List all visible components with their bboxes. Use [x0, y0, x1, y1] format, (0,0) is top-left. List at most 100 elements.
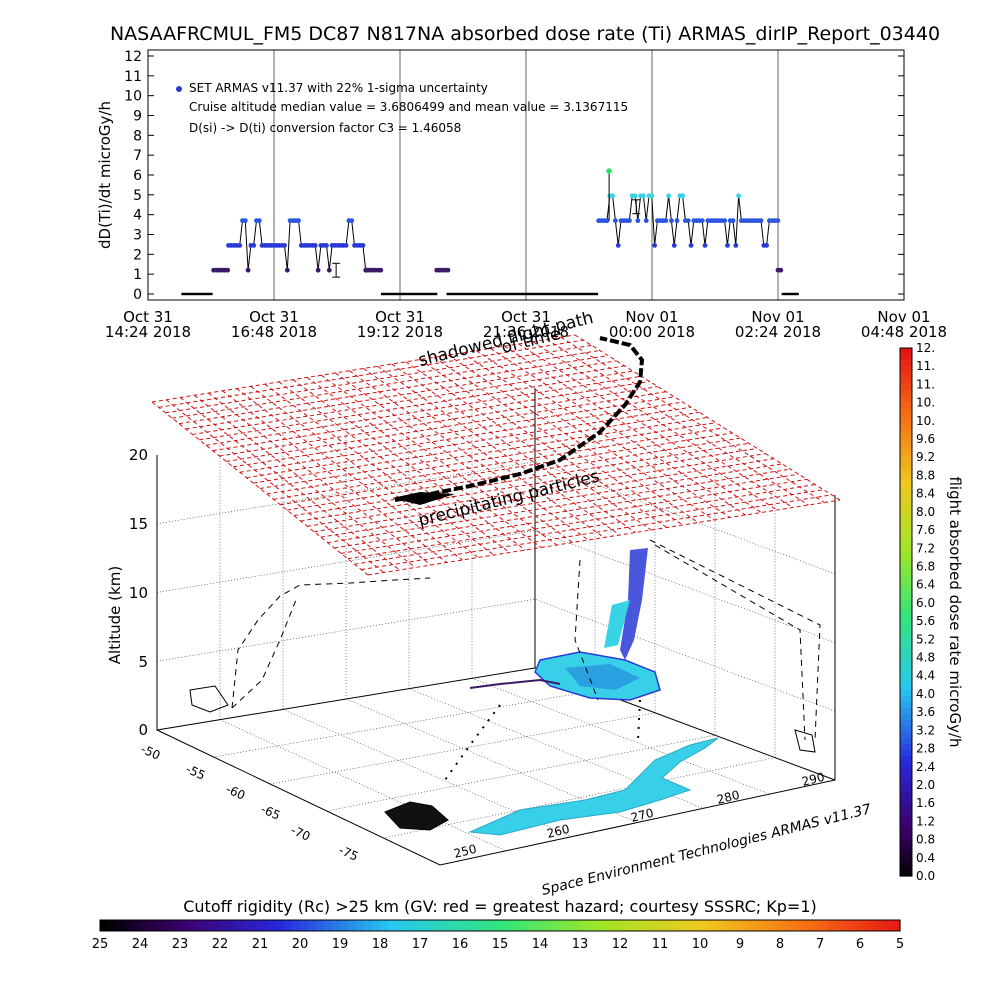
dose-data-point — [245, 267, 251, 273]
rigidity-colorbar-swatch — [316, 920, 325, 931]
dose-colorbar-swatch — [900, 498, 912, 505]
rigidity-colorbar-swatch — [292, 920, 301, 931]
rigidity-colorbar-swatch — [684, 920, 693, 931]
dose-colorbar-frame — [899, 347, 913, 877]
altitude-gridline — [156, 598, 836, 712]
alt-tick-15: 15 — [129, 515, 148, 533]
small-cluster-left — [189, 685, 229, 713]
dose-colorbar-swatch — [900, 378, 912, 385]
dose-colorbar-swatch — [900, 732, 912, 739]
legend-line-2: Cruise altitude median value = 3.6806499… — [189, 100, 628, 114]
dose-data-point — [349, 218, 355, 224]
dose-x-tick-time: 00:00 2018 — [609, 323, 695, 341]
dose-colorbar-swatch — [900, 648, 912, 655]
plane-gridline — [476, 350, 731, 518]
dose-data-point — [195, 292, 199, 296]
rigidity-colorbar-swatch — [132, 920, 141, 931]
dose-colorbar-swatch — [900, 546, 912, 553]
dose-data-point — [787, 292, 791, 296]
dose-colorbar-swatch — [900, 420, 912, 427]
lon-tick-280: 280 — [715, 788, 741, 807]
dose-data-point — [583, 292, 587, 296]
dose-colorbar-swatch — [900, 852, 912, 859]
dose-data-point — [513, 292, 517, 296]
dose-colorbar-ticks: 0.0 0.4 0.8 1.2 1.6 2.0 2.4 2.8 3.2 3.6 4.0 4.4 4.8 5… — [916, 341, 935, 883]
dose-colorbar-swatch — [900, 396, 912, 403]
rigidity-colorbar-swatch — [636, 920, 645, 931]
dose-colorbar-swatch — [900, 684, 912, 691]
dose-y-tick-label: 4 — [133, 208, 142, 224]
dose-data-point — [643, 218, 649, 224]
dose-colorbar-swatch — [900, 840, 912, 847]
dose-colorbar-swatch — [900, 762, 912, 769]
dose-colorbar-swatch — [900, 786, 912, 793]
dose-data-point — [722, 218, 728, 224]
rigidity-colorbar-tick: 9 — [736, 937, 744, 952]
dose-data-point — [604, 218, 610, 224]
dose-x-tick-time: 02:24 2018 — [735, 323, 821, 341]
dose-colorbar-swatch — [900, 858, 912, 865]
dose-colorbar-tick: 0.0 — [916, 869, 935, 883]
dose-data-point — [685, 218, 691, 224]
floor-gridline — [219, 719, 506, 852]
dose-colorbar-swatch — [900, 492, 912, 499]
dose-colorbar-tick: 4.0 — [916, 687, 935, 701]
dose-data-point — [790, 292, 794, 296]
altitude-axis-label: Altitude (km) — [106, 566, 124, 664]
dose-colorbar-swatch — [900, 510, 912, 517]
dose-legend: SET ARMAS v11.37 with 22% 1-sigma uncert… — [176, 81, 628, 135]
dose-data-point — [674, 218, 680, 224]
plane-gridline — [490, 347, 746, 516]
rigidity-colorbar-swatch — [748, 920, 757, 931]
rigidity-colorbar-swatch — [764, 920, 773, 931]
dose-colorbar-swatch — [900, 432, 912, 439]
dose-data-point — [578, 292, 582, 296]
rigidity-colorbar-swatch — [500, 920, 509, 931]
rigidity-colorbar-tick: 23 — [172, 937, 189, 952]
rigidity-colorbar-swatch — [756, 920, 765, 931]
dose-data-point — [326, 267, 332, 273]
small-cluster-right — [794, 729, 816, 753]
dose-x-tick-date: Oct 31 — [123, 308, 173, 326]
rigidity-colorbar-frame — [99, 919, 901, 932]
dose-colorbar-tick: 6.0 — [916, 596, 935, 610]
dose-data-point — [209, 292, 213, 296]
dose-spike-point — [606, 168, 612, 174]
dose-data-point — [494, 292, 498, 296]
dose-colorbar-tick: 6.8 — [916, 559, 935, 573]
rigidity-colorbar-tick: 20 — [292, 937, 309, 952]
dose-data-point — [702, 243, 708, 248]
rigidity-colorbar-label: Cutoff rigidity (Rc) >25 km (GV: red = g… — [183, 897, 817, 916]
dose-colorbar-swatch — [900, 744, 912, 751]
rigidity-colorbar-swatch — [660, 920, 669, 931]
dose-colorbar-tick: 1.2 — [916, 814, 935, 828]
rigidity-colorbar-swatch — [700, 920, 709, 931]
dose-colorbar-swatch — [900, 774, 912, 781]
dose-data-point — [312, 243, 318, 248]
ground-scatter-dark — [384, 801, 449, 831]
dose-data-point — [360, 243, 366, 248]
flight-projections — [231, 539, 821, 741]
dose-colorbar-swatch — [900, 468, 912, 475]
dose-colorbar-tick: 7.6 — [916, 523, 935, 537]
dose-colorbar-swatch — [900, 366, 912, 373]
rigidity-colorbar-swatch — [540, 920, 549, 931]
dose-colorbar-swatch — [900, 654, 912, 661]
dose-colorbar-tick: 9.6 — [916, 432, 935, 446]
dose-colorbar-tick: 2.0 — [916, 778, 935, 792]
rigidity-colorbar-swatch — [788, 920, 797, 931]
rigidity-colorbar-tick: 21 — [252, 937, 269, 952]
dose-data-point — [736, 193, 742, 199]
dose-data-point — [699, 218, 705, 224]
dose-y-tick-label: 11 — [124, 69, 142, 85]
plane-gridline — [405, 361, 652, 531]
rigidity-colorbar-swatch — [676, 920, 685, 931]
dose-data-point — [671, 243, 677, 248]
rigidity-colorbar-swatch — [572, 920, 581, 931]
dose-data-point — [420, 292, 424, 296]
plane-gridline — [320, 463, 783, 538]
dose-colorbar-tick: 10. — [916, 414, 935, 428]
plane-gridline — [253, 411, 700, 484]
plane-gridline — [419, 359, 668, 528]
dose-colorbar-tick: 8.4 — [916, 487, 935, 501]
